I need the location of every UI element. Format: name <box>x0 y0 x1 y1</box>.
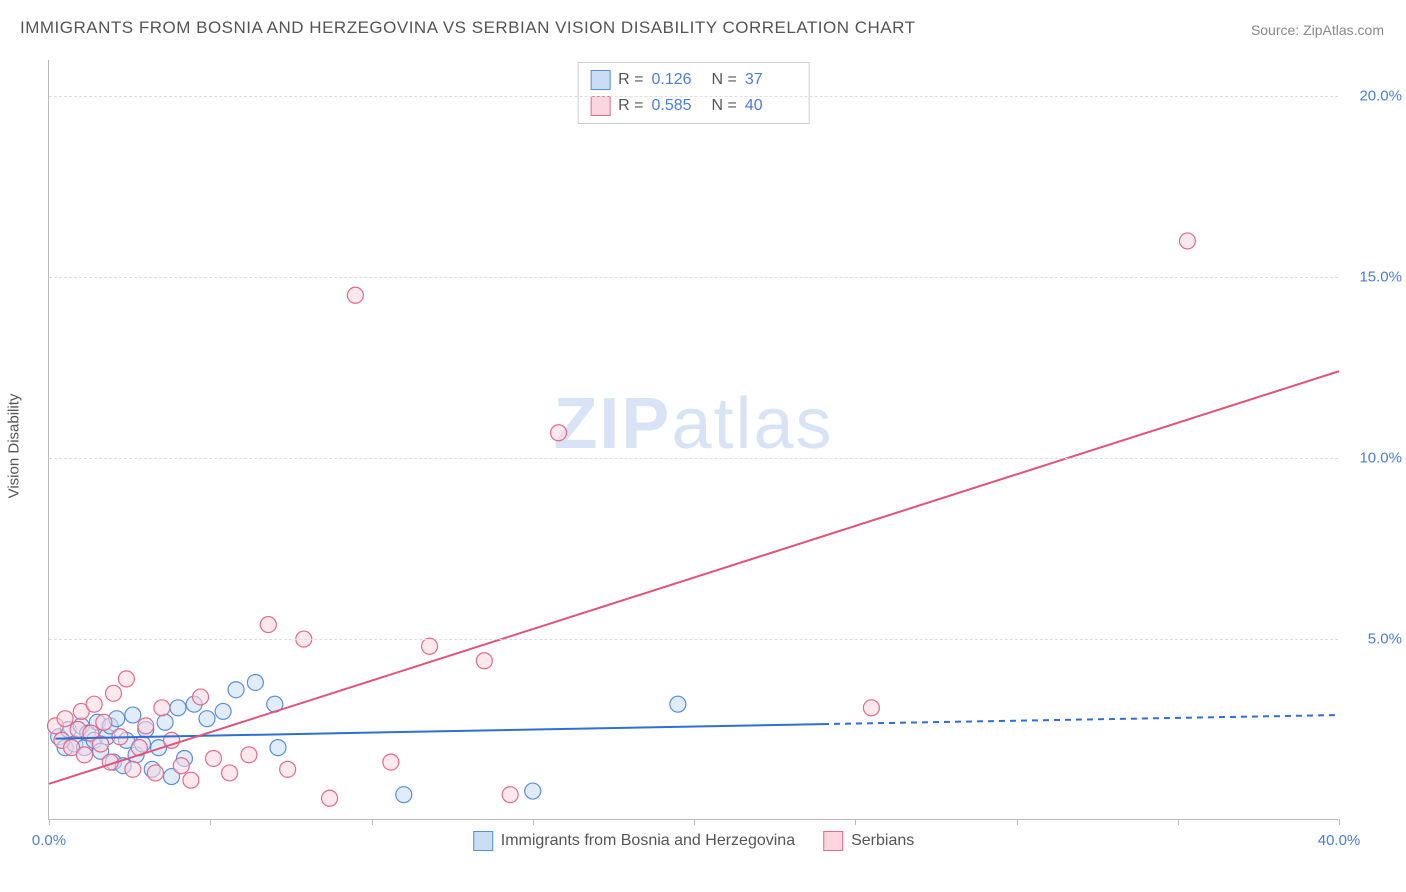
legend-label-bosnia: Immigrants from Bosnia and Herzegovina <box>501 832 795 850</box>
data-point <box>383 754 399 770</box>
data-point <box>125 761 141 777</box>
data-point <box>154 700 170 716</box>
gridline <box>49 96 1338 97</box>
data-point <box>422 638 438 654</box>
x-tick <box>855 819 856 825</box>
y-tick-label: 20.0% <box>1359 88 1402 105</box>
data-point <box>476 653 492 669</box>
data-point <box>173 758 189 774</box>
chart-container: IMMIGRANTS FROM BOSNIA AND HERZEGOVINA V… <box>0 0 1406 892</box>
series-legend: Immigrants from Bosnia and Herzegovina S… <box>473 831 915 851</box>
legend-item-serbian: Serbians <box>823 831 914 851</box>
legend-label-serbian: Serbians <box>851 832 914 850</box>
x-tick <box>210 819 211 825</box>
data-point <box>260 617 276 633</box>
data-point <box>183 772 199 788</box>
data-point <box>157 714 173 730</box>
data-point <box>1179 233 1195 249</box>
data-point <box>57 711 73 727</box>
data-point <box>205 750 221 766</box>
data-point <box>322 790 338 806</box>
data-point <box>347 287 363 303</box>
data-point <box>280 761 296 777</box>
data-point <box>76 747 92 763</box>
data-point <box>147 765 163 781</box>
gridline <box>49 277 1338 278</box>
x-tick <box>1339 819 1340 825</box>
swatch-bosnia-2 <box>473 831 493 851</box>
x-tick <box>1017 819 1018 825</box>
data-point <box>86 696 102 712</box>
data-point <box>551 425 567 441</box>
data-point <box>222 765 238 781</box>
data-point <box>241 747 257 763</box>
legend-item-bosnia: Immigrants from Bosnia and Herzegovina <box>473 831 795 851</box>
swatch-serbian-2 <box>823 831 843 851</box>
data-point <box>138 718 154 734</box>
source-label: Source: ZipAtlas.com <box>1251 22 1384 38</box>
x-tick-label: 0.0% <box>32 832 66 849</box>
data-point <box>396 787 412 803</box>
data-point <box>170 700 186 716</box>
data-point <box>270 740 286 756</box>
chart-title: IMMIGRANTS FROM BOSNIA AND HERZEGOVINA V… <box>20 18 916 38</box>
gridline <box>49 639 1338 640</box>
data-point <box>670 696 686 712</box>
data-point <box>247 674 263 690</box>
data-point <box>199 711 215 727</box>
data-point <box>125 707 141 723</box>
plot-area: ZIPatlas R = 0.126 N = 37 R = 0.585 N = … <box>48 60 1338 820</box>
data-point <box>96 714 112 730</box>
data-point <box>863 700 879 716</box>
data-point <box>106 685 122 701</box>
data-point <box>118 671 134 687</box>
x-tick <box>1178 819 1179 825</box>
data-point <box>502 787 518 803</box>
data-point <box>215 703 231 719</box>
data-point <box>228 682 244 698</box>
x-tick <box>533 819 534 825</box>
data-point <box>193 689 209 705</box>
y-tick-label: 15.0% <box>1359 269 1402 286</box>
gridline <box>49 458 1338 459</box>
x-tick <box>372 819 373 825</box>
data-point <box>525 783 541 799</box>
y-tick-label: 10.0% <box>1359 450 1402 467</box>
plot-svg <box>49 60 1338 819</box>
x-tick <box>694 819 695 825</box>
y-axis-label: Vision Disability <box>6 394 23 499</box>
y-tick-label: 5.0% <box>1368 631 1402 648</box>
source-value: ZipAtlas.com <box>1303 22 1384 38</box>
x-tick-label: 40.0% <box>1318 832 1361 849</box>
x-tick <box>49 819 50 825</box>
